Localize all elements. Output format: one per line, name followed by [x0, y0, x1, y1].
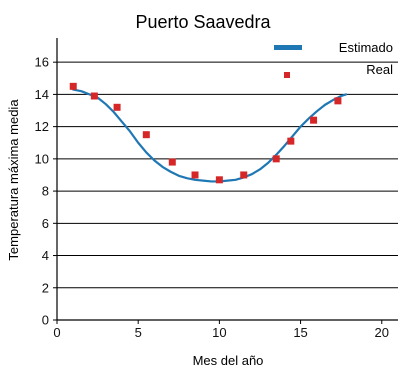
y-tick-label: 8: [42, 184, 49, 199]
y-tick-label: 14: [35, 87, 49, 102]
y-tick-label: 4: [42, 248, 49, 263]
y-axis-label: Temperatura máxima media: [6, 99, 21, 261]
data-point-real: [334, 97, 342, 105]
data-point-real: [168, 158, 176, 166]
x-tick-label: 0: [53, 325, 60, 340]
data-point-real: [287, 137, 295, 145]
data-point-real: [240, 171, 248, 179]
legend-swatch-estimado: [274, 45, 302, 50]
ticks: 0 2 4 6 8 10 12 14 16 0 5 10 15 20: [35, 55, 389, 340]
legend: Estimado Real: [274, 40, 393, 78]
x-axis-label: Mes del año: [193, 353, 264, 368]
data-point-real: [215, 176, 223, 184]
data-point-real: [69, 82, 77, 90]
y-tick-label: 10: [35, 151, 49, 166]
legend-label-real: Real: [366, 62, 393, 77]
legend-label-estimado: Estimado: [339, 40, 393, 55]
x-tick-label: 15: [293, 325, 307, 340]
y-tick-label: 6: [42, 216, 49, 231]
data-point-real: [90, 92, 98, 100]
y-tick-label: 2: [42, 280, 49, 295]
legend-swatch-real: [284, 72, 290, 78]
data-point-real: [113, 103, 121, 111]
grid: [57, 61, 398, 289]
y-tick-label: 16: [35, 55, 49, 70]
data-point-real: [272, 155, 280, 163]
data-point-real: [310, 116, 318, 124]
data-point-real: [142, 131, 150, 139]
x-tick-label: 20: [375, 325, 389, 340]
y-tick-label: 0: [42, 313, 49, 328]
axes: [56, 38, 398, 321]
y-tick-label: 12: [35, 119, 49, 134]
chart-title: Puerto Saavedra: [135, 12, 271, 32]
series-line-estimado: [72, 88, 348, 183]
series-layer: [69, 82, 348, 184]
x-tick-label: 5: [135, 325, 142, 340]
x-tick-label: 10: [212, 325, 226, 340]
data-point-real: [191, 171, 199, 179]
